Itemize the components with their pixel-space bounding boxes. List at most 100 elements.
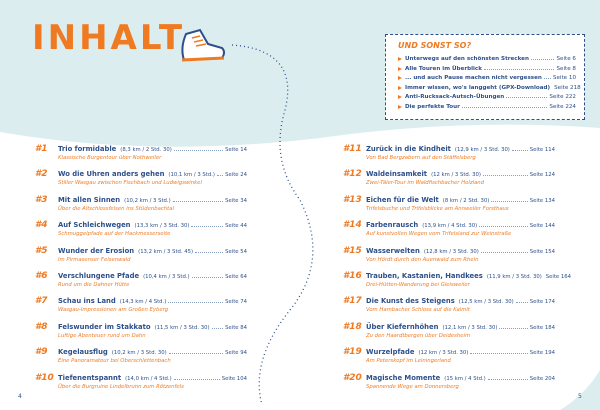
entry-details: (14,0 km / 4 Std.)	[125, 375, 172, 382]
entry-details: (11,9 km / 3 Std. 30)	[486, 274, 542, 280]
entry-details: (12 km / 3 Std. 30)	[431, 172, 481, 179]
entry-page: Seite 74	[225, 299, 247, 306]
entry-subtitle: Auf kunstvollen Wegen vom Trifelsland zu…	[366, 231, 512, 238]
item-page: Seite 224	[549, 104, 576, 110]
entry-number: #17	[343, 296, 362, 307]
entry-page: Seite 134	[529, 197, 555, 204]
entry-line: Trio formidable (8,3 km / 2 Std. 30) Seite…	[58, 145, 247, 153]
leader	[530, 56, 555, 60]
entry-details: (10,2 km / 3 Std.)	[124, 197, 171, 204]
entry-subtitle: Zwei-Täler-Tour im Waldfischbacher Holzl…	[366, 180, 485, 187]
entry-line: Wurzelpfade (12 km / 3 Std. 30) Seite 194	[366, 348, 555, 356]
leader	[483, 66, 555, 70]
entry-details: (10,4 km / 3 Std.)	[143, 274, 190, 280]
entry-details: (13,2 km / 3 Std. 45)	[138, 248, 194, 255]
entry-line: Auf Schleichwegen (13,3 km / 3 Std. 30) Se…	[58, 221, 247, 229]
item-text: Immer wissen, wo's langgeht (GPX-Downloa…	[405, 84, 551, 91]
page-title: INHALT	[32, 18, 186, 58]
leader	[216, 175, 224, 177]
entry-number: #1	[35, 144, 48, 154]
entry-number: #13	[343, 194, 362, 205]
entry-subtitle: Vom Hambacher Schloss auf die Kalmit	[366, 307, 470, 314]
entry-number: #3	[35, 194, 48, 205]
entry-line: Verschlungene Pfade (10,4 km / 3 Std.) Sei…	[58, 272, 247, 280]
leader	[511, 150, 528, 151]
item-page: Seite 10	[552, 75, 576, 82]
page-number: 5	[578, 393, 582, 400]
extras-heading: UND SONST SO?	[398, 41, 472, 50]
entry-number: #19	[343, 347, 362, 358]
entry-title: Mit allen Sinnen	[58, 195, 121, 204]
entry-page: Seite 54	[225, 248, 247, 255]
entry-subtitle: Klassische Burgentour über Nothweiler	[58, 155, 162, 161]
item-page: Seite 6	[556, 56, 576, 62]
entry-title: Tiefenentspannt	[58, 373, 122, 382]
entry-page: Seite 174	[529, 299, 555, 306]
extras-item: ... und auch Pause machen nicht vergesse…	[398, 75, 576, 81]
leader	[191, 226, 224, 228]
entry-details: (13,3 km / 3 Std. 30)	[134, 223, 190, 230]
entry-subtitle: Rund um die Dahner Hütte	[58, 282, 130, 288]
entry-title: Wasserwelten	[366, 246, 420, 255]
entry-page: Seite 44	[225, 223, 247, 230]
leader	[491, 200, 528, 202]
entry-page: Seite 104	[221, 375, 247, 382]
entry-line: Magische Momente (15 km / 4 Std.) Seite 20…	[366, 374, 555, 382]
entry-number: #15	[343, 245, 362, 256]
entry-details: (10,1 km / 3 Std.)	[168, 172, 215, 179]
entry-line: Tiefenentspannt (14,0 km / 4 Std.) Seite 1…	[58, 374, 247, 382]
entry-subtitle: Stiller Wasgau zwischen Fischbach und Lu…	[58, 180, 202, 187]
entry-number: #5	[35, 245, 48, 256]
entry-number: #14	[343, 220, 362, 231]
entry-title: Eichen für die Welt	[366, 195, 439, 204]
entry-number: #11	[343, 144, 362, 154]
entry-subtitle: Spannende Wege am Donnersberg	[366, 383, 459, 390]
entry-details: (14,3 km / 4 Std.)	[119, 299, 167, 306]
entry-subtitle: Über die Burgruine Lindelbrunn zum Rötze…	[58, 383, 184, 390]
entry-page: Seite 194	[529, 350, 555, 357]
item-text: Alle Touren im Überblick	[405, 65, 482, 72]
entry-line: Eichen für die Welt (8 km / 2 Std. 30) Sei…	[366, 196, 555, 204]
entry-details: (12,8 km / 3 Std. 30)	[423, 248, 479, 255]
entry-subtitle: Wasgau-Impressionen am Großen Eyberg	[58, 307, 169, 314]
entry-details: (8 km / 2 Std. 30)	[442, 197, 490, 204]
entry-page: Seite 64	[225, 274, 247, 280]
entry-title: Magische Momente	[366, 373, 441, 382]
entry-page: Seite 14	[225, 147, 247, 153]
entry-title: Trio formidable	[58, 145, 117, 153]
leader	[515, 302, 528, 304]
entry-subtitle: Im Pirmasenser Felsenwald	[58, 256, 131, 263]
entry-details: (8,3 km / 2 Std. 30)	[120, 147, 172, 153]
leader	[480, 251, 528, 253]
entry-number: #18	[343, 321, 362, 332]
leader	[173, 150, 224, 151]
entry-page: Seite 114	[529, 147, 555, 153]
entry-subtitle: Von Hördt durch den Auenwald zum Rhein	[366, 256, 479, 263]
item-text: Unterwegs auf den schönsten Strecken	[405, 56, 529, 62]
entry-page: Seite 94	[225, 350, 247, 357]
entry-details: (11,5 km / 3 Std. 30)	[154, 324, 210, 331]
entry-line: Wo die Uhren anders gehen (10,1 km / 3 St…	[58, 170, 247, 178]
entry-page: Seite 84	[225, 324, 247, 331]
entry-number: #6	[35, 271, 48, 281]
entry-title: Verschlungene Pfade	[58, 272, 140, 280]
entry-page: Seite 154	[529, 248, 555, 255]
leader	[487, 378, 528, 380]
leader	[470, 353, 528, 355]
entry-page: Seite 204	[529, 375, 555, 382]
entry-page: Seite 184	[529, 324, 555, 331]
entry-line: Farbenrausch (13,9 km / 4 Std. 30) Seite 1…	[366, 221, 555, 229]
entry-page: Seite 124	[529, 172, 555, 179]
entry-subtitle: Über die Altschlossfelsen ins Stüdenbach…	[58, 205, 174, 212]
entry-title: Farbenrausch	[366, 221, 419, 230]
entry-title: Zurück in die Kindheit	[366, 145, 451, 153]
leader	[211, 327, 224, 329]
entry-subtitle: Eine Panoramatour bei Oberschlettenbach	[58, 358, 171, 365]
entry-line: Kegelausflug (10,2 km / 3 Std. 30) Seite 9…	[58, 348, 247, 356]
item-text: ... und auch Pause machen nicht vergesse…	[405, 75, 542, 82]
entry-details: (12,9 km / 3 Std. 30)	[454, 147, 510, 153]
leader	[499, 327, 528, 329]
item-text: Anti-Rucksack-Autsch-Übungen	[405, 94, 505, 101]
entry-title: Kegelausflug	[58, 348, 108, 357]
